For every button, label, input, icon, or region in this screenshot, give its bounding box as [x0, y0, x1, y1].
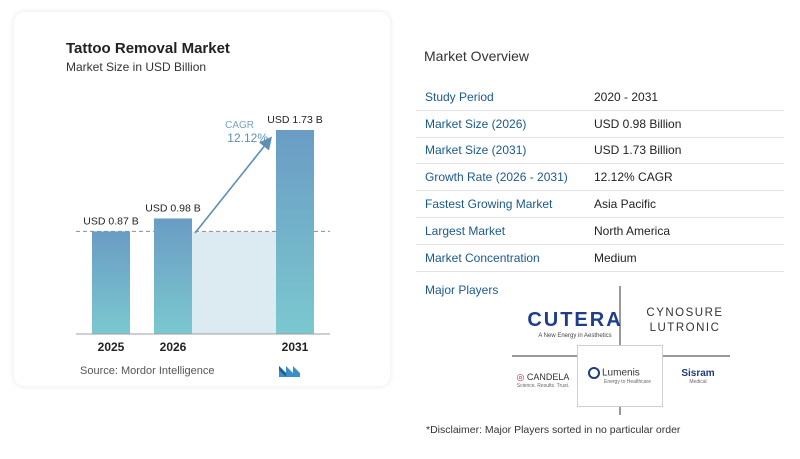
bar-2025: [92, 231, 130, 334]
data-label-2026: USD 0.98 B: [145, 202, 200, 214]
lumenis-name: Lumenis: [602, 367, 640, 379]
table-row: Market Size (2031) USD 1.73 Billion: [416, 138, 784, 165]
table-row: Fastest Growing Market Asia Pacific: [416, 191, 784, 218]
chart-title: Tattoo Removal Market: [66, 40, 230, 57]
sisram-name: Sisram: [681, 368, 715, 379]
table-row: Market Concentration Medium: [416, 245, 784, 272]
cynosure-lutronic-logo: CYNOSURE LUTRONIC: [640, 306, 730, 336]
cagr-arrow: [194, 136, 272, 234]
overview-title: Market Overview: [424, 48, 530, 64]
candela-logo: ◎ CANDELA Science. Results. Trust.: [512, 372, 574, 389]
row-label: Market Concentration: [425, 250, 540, 265]
row-value: Medium: [594, 250, 637, 265]
cagr-label: CAGR: [225, 120, 254, 131]
cutera-tagline: A New Energy in Aesthetics: [538, 333, 612, 339]
x-tick-2025: 2025: [98, 340, 125, 354]
row-label: Growth Rate (2026 - 2031): [425, 170, 568, 185]
mordor-logo: [279, 366, 300, 377]
candela-tagline: Science. Results. Trust.: [516, 383, 570, 389]
lumenis-logo: Lumenis Energy to Healthcare: [588, 367, 654, 385]
row-label: Fastest Growing Market: [425, 197, 553, 212]
bar-2026: [154, 218, 192, 334]
row-label: Market Size (2031): [425, 143, 527, 158]
table-row: Market Size (2026) USD 0.98 Billion: [416, 111, 784, 138]
cutera-logo: CUTERA A New Energy in Aesthetics: [520, 309, 630, 339]
sisram-logo: Sisram Medical: [676, 368, 720, 385]
chart-subtitle: Market Size in USD Billion: [66, 60, 207, 74]
sisram-tagline: Medical: [689, 379, 707, 385]
major-players-title: Major Players: [425, 283, 499, 297]
market-overview-table: Study Period 2020 - 2031 Market Size (20…: [416, 84, 784, 272]
bar-2031: [276, 130, 314, 334]
bar-chart: USD 0.87 B 2025 USD 0.98 B 2026 USD 1.73 B 20…: [76, 114, 330, 354]
row-value: 2020 - 2031: [594, 89, 659, 104]
candela-flame-icon: ◎: [516, 372, 525, 382]
row-label: Study Period: [425, 89, 494, 104]
row-value: North America: [594, 223, 671, 238]
disclaimer: *Disclaimer: Major Players sorted in no …: [426, 424, 681, 436]
row-value: USD 0.98 Billion: [594, 116, 682, 131]
candela-name: CANDELA: [526, 372, 570, 382]
lumenis-ring-icon: [588, 367, 600, 379]
row-value: Asia Pacific: [594, 197, 657, 212]
table-row: Study Period 2020 - 2031: [416, 84, 784, 111]
cagr-value: 12.12%: [227, 131, 268, 145]
data-label-2031: USD 1.73 B: [267, 114, 322, 126]
lumenis-card: Lumenis Energy to Healthcare: [577, 345, 663, 407]
data-label-2025: USD 0.87 B: [83, 215, 138, 227]
row-value: USD 1.73 Billion: [594, 143, 682, 158]
row-label: Largest Market: [425, 223, 506, 238]
cutera-name: CUTERA: [527, 309, 623, 331]
lumenis-tagline: Energy to Healthcare: [604, 379, 651, 385]
table-row: Growth Rate (2026 - 2031) 12.12% CAGR: [416, 164, 784, 192]
x-tick-2031: 2031: [282, 340, 309, 354]
x-tick-2026: 2026: [160, 340, 187, 354]
table-row: Largest Market North America: [416, 218, 784, 245]
row-label: Market Size (2026): [425, 116, 527, 131]
lutronic-name: LUTRONIC: [649, 321, 721, 334]
cynosure-name: CYNOSURE: [646, 307, 724, 319]
source-note: Source: Mordor Intelligence: [80, 365, 215, 377]
row-value: 12.12% CAGR: [594, 170, 673, 185]
